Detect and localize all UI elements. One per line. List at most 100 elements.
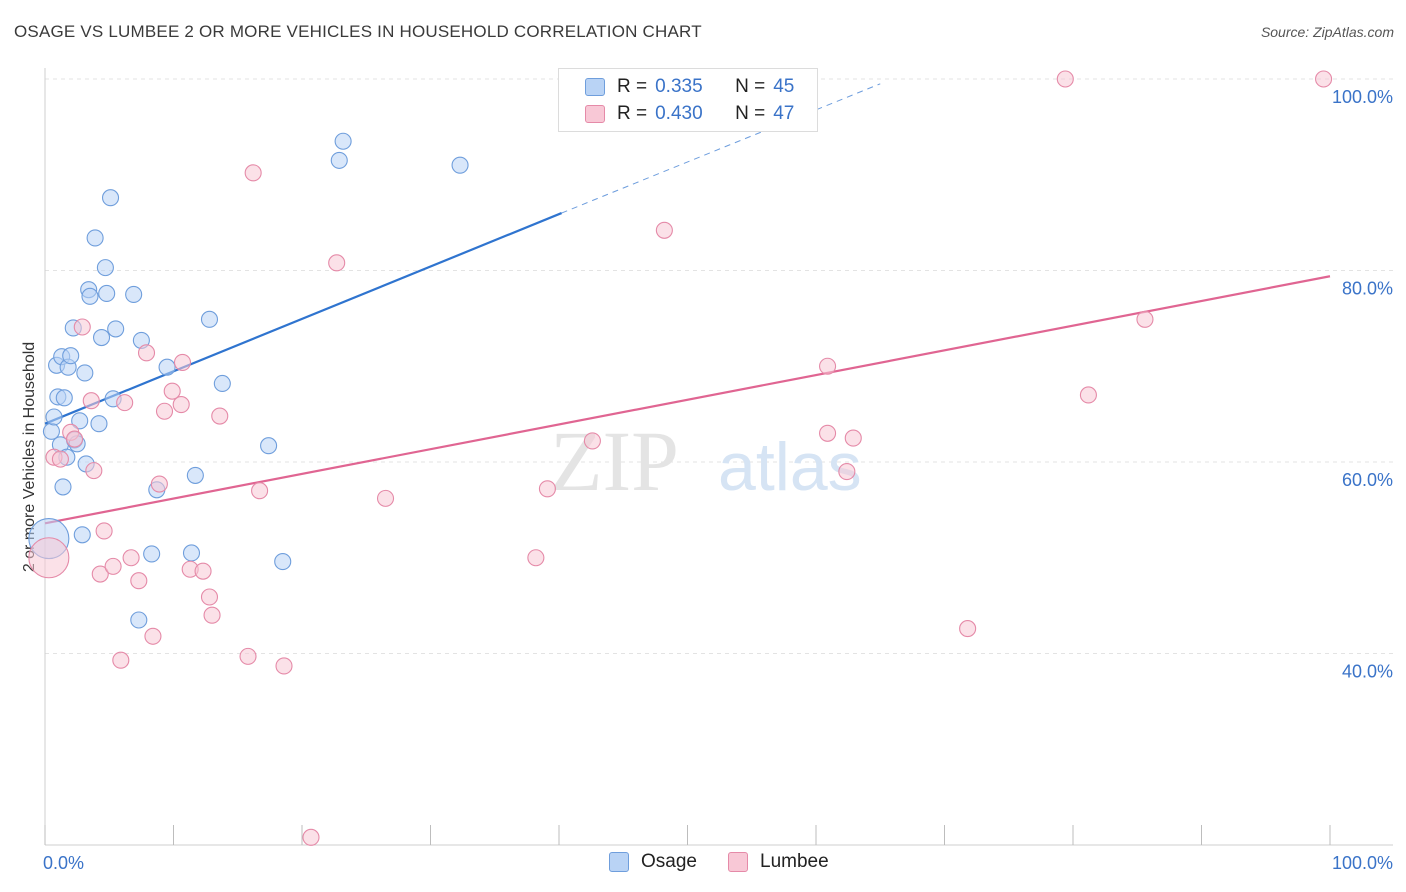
trend-lines (44, 83, 1331, 525)
lumbee-point-17 (150, 475, 168, 493)
osage-trend-extension (561, 83, 881, 214)
lumbee-point-46 (1315, 70, 1333, 88)
osage-point-42 (334, 132, 352, 150)
lumbee-point-24 (200, 588, 219, 606)
lumbee-point-39 (819, 424, 837, 442)
source-credit: Source: ZipAtlas.com (1260, 24, 1394, 40)
legend-row-osage: R = 0.335 N = 45 (559, 74, 794, 100)
osage-point-25 (98, 284, 116, 303)
lumbee-point-5 (73, 318, 91, 336)
lumbee-point-32 (328, 254, 346, 272)
osage-r-label: R = (617, 76, 648, 97)
lumbee-n-value: 47 (773, 103, 795, 124)
lumbee-point-27 (239, 647, 257, 665)
lumbee-legend-label: Lumbee (760, 851, 829, 872)
osage-n-label: N = (735, 76, 766, 97)
lumbee-point-38 (819, 357, 837, 375)
osage-point-41 (330, 151, 348, 169)
lumbee-point-34 (527, 549, 545, 567)
lumbee-point-9 (95, 522, 113, 540)
lumbee-point-43 (1056, 70, 1074, 88)
y-tick-label-40: 40.0% (1342, 662, 1393, 682)
lumbee-point-29 (251, 482, 269, 500)
lumbee-point-45 (1136, 310, 1154, 328)
data-points (28, 70, 1333, 846)
lumbee-point-11 (112, 651, 130, 669)
lumbee-point-0 (28, 537, 70, 579)
lumbee-point-4 (66, 430, 84, 448)
osage-point-34 (158, 358, 176, 376)
osage-point-35 (182, 544, 201, 562)
lumbee-n-label: N = (735, 103, 766, 124)
lumbee-point-41 (838, 463, 856, 481)
chart-title: OSAGE VS LUMBEE 2 OR MORE VEHICLES IN HO… (14, 22, 702, 41)
osage-point-23 (92, 328, 111, 347)
osage-legend-label: Osage (641, 851, 697, 872)
lumbee-point-33 (376, 489, 395, 507)
lumbee-point-37 (655, 221, 673, 239)
lumbee-r-label: R = (617, 103, 648, 124)
osage-point-28 (107, 320, 125, 338)
osage-point-38 (213, 374, 231, 393)
lumbee-point-23 (194, 562, 212, 580)
lumbee-point-21 (173, 353, 192, 371)
lumbee-point-18 (155, 402, 174, 420)
lumbee-point-12 (116, 394, 134, 412)
osage-point-26 (101, 189, 120, 207)
osage-point-7 (54, 478, 72, 496)
series-legend: Osage Lumbee (0, 851, 1406, 877)
x-tick-label-max: 100.0% (1332, 853, 1393, 873)
osage-point-30 (130, 611, 148, 629)
osage-point-20 (81, 287, 99, 305)
watermark-atlas: atlas (718, 429, 862, 505)
lumbee-point-14 (130, 572, 148, 590)
legend-item-osage[interactable]: Osage (609, 851, 697, 873)
legend-row-lumbee: R = 0.430 N = 47 (559, 101, 794, 127)
lumbee-point-15 (137, 344, 156, 362)
lumbee-point-36 (583, 432, 601, 450)
stats-legend: R = 0.335 N = 45 R = 0.430 N = 47 (558, 68, 818, 132)
lumbee-point-30 (275, 657, 293, 675)
osage-point-40 (274, 553, 292, 571)
tick-labels: 40.0% 60.0% 80.0% 100.0% 0.0% 100.0% (43, 87, 1393, 873)
watermark: ZIP atlas (550, 413, 862, 509)
osage-point-32 (143, 545, 161, 563)
lumbee-point-40 (844, 429, 862, 447)
lumbee-legend-swatch (728, 852, 748, 872)
axes (44, 68, 1393, 846)
gridlines (45, 78, 1393, 654)
lumbee-point-13 (122, 549, 140, 567)
osage-point-16 (73, 526, 91, 544)
lumbee-r-value: 0.430 (655, 103, 703, 124)
lumbee-point-28 (244, 164, 262, 182)
osage-point-43 (451, 156, 469, 174)
osage-trend-line (44, 212, 562, 425)
y-tick-label-80: 80.0% (1342, 279, 1393, 299)
lumbee-swatch (585, 105, 605, 123)
osage-point-39 (260, 437, 278, 455)
osage-point-37 (200, 310, 219, 328)
legend-item-lumbee[interactable]: Lumbee (728, 851, 829, 873)
osage-point-11 (62, 347, 80, 365)
watermark-zip: ZIP (550, 413, 679, 509)
lumbee-point-25 (203, 606, 221, 624)
osage-point-15 (71, 412, 89, 430)
osage-point-2 (45, 408, 63, 426)
lumbee-point-10 (104, 557, 122, 575)
osage-legend-swatch (609, 852, 629, 872)
osage-point-8 (55, 389, 73, 407)
osage-point-24 (96, 259, 114, 277)
lumbee-point-20 (172, 395, 190, 414)
osage-point-17 (76, 364, 94, 382)
lumbee-point-7 (85, 462, 103, 480)
lumbee-point-19 (163, 382, 181, 400)
lumbee-point-6 (82, 392, 100, 410)
lumbee-point-26 (211, 407, 229, 425)
osage-point-21 (86, 229, 104, 247)
lumbee-point-44 (1079, 386, 1097, 404)
osage-point-29 (125, 285, 143, 303)
x-tick-label-min: 0.0% (43, 853, 84, 873)
lumbee-trend-line (44, 275, 1331, 525)
y-tick-label-100: 100.0% (1332, 87, 1393, 107)
